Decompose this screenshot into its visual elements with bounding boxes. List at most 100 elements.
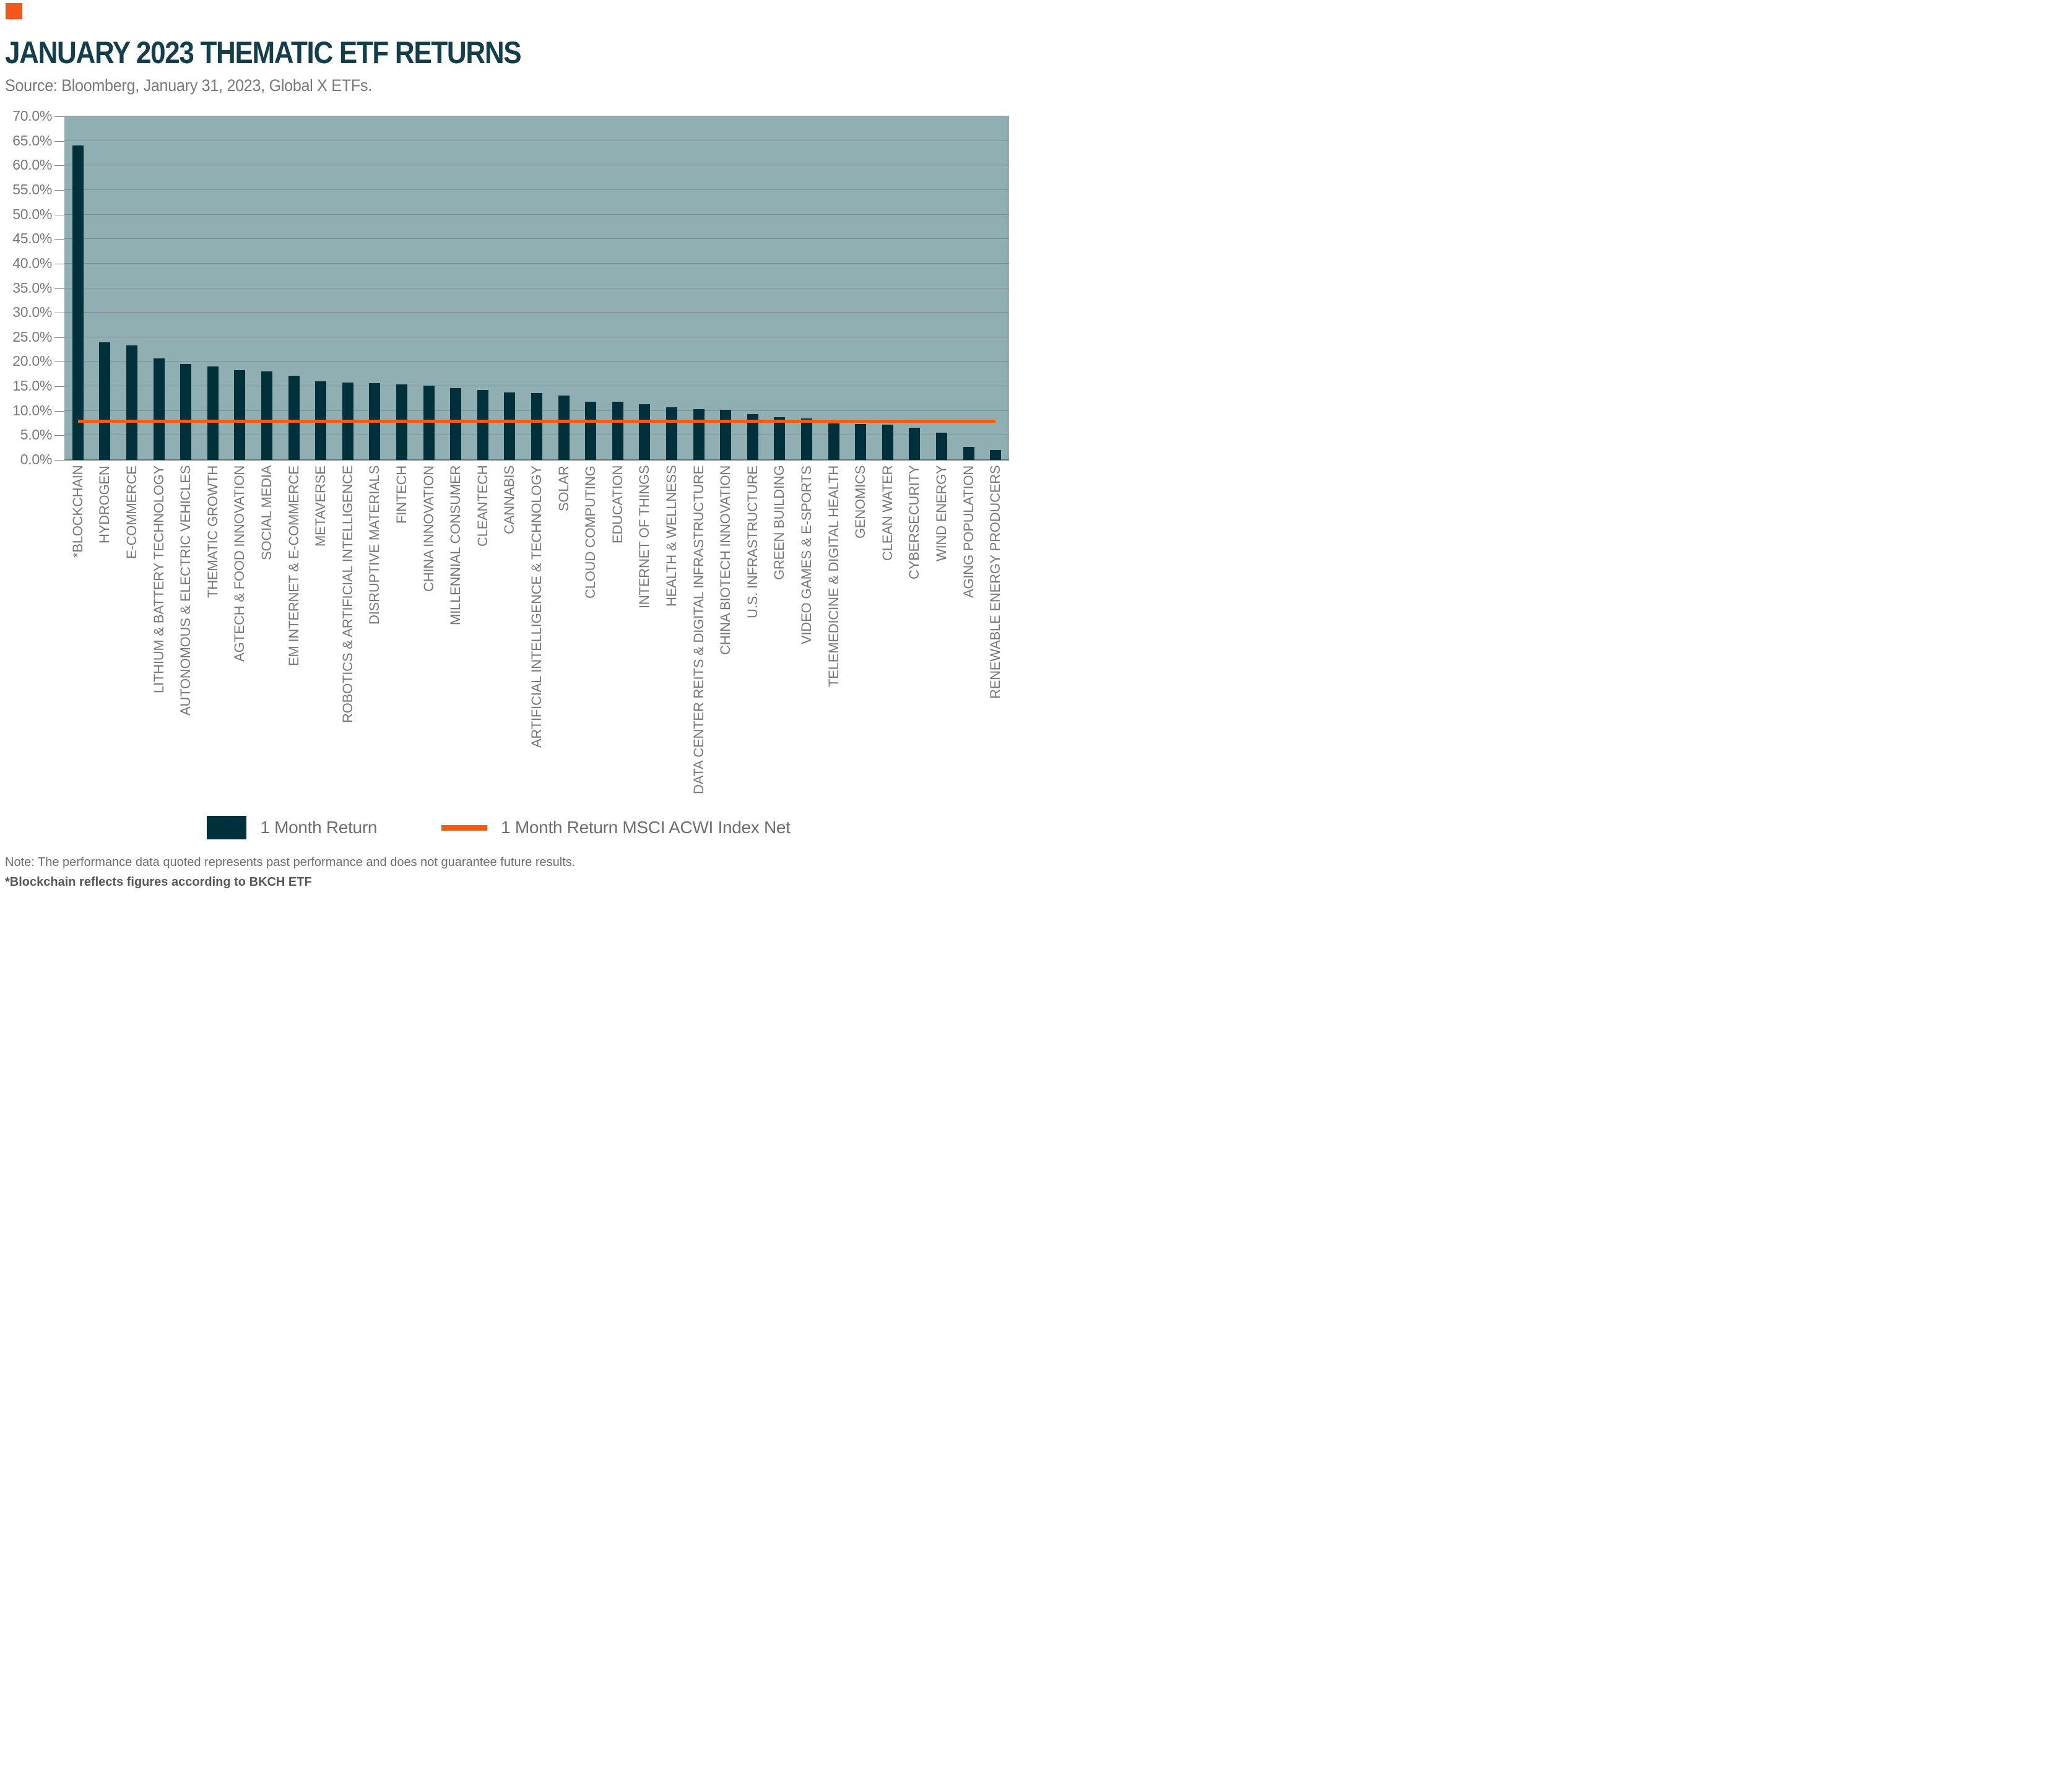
bar	[882, 424, 893, 460]
bar	[153, 358, 165, 460]
bar	[801, 418, 812, 460]
category-label: E-COMMERCE	[124, 465, 139, 559]
gridline	[64, 214, 1009, 215]
gridline	[64, 238, 1009, 240]
category-label: CLEAN WATER	[879, 465, 895, 561]
bar	[990, 450, 1002, 460]
bar	[180, 363, 192, 460]
y-tick-label: 65.0%	[12, 132, 52, 149]
category-label: ARTIFICIAL INTELLIGENCE & TECHNOLOGY	[529, 465, 544, 748]
note-line-2: *Blockchain reflects figures according t…	[5, 875, 312, 889]
category-label: HYDROGEN	[97, 465, 113, 543]
category-label: INTERNET OF THINGS	[636, 465, 653, 609]
bar	[288, 375, 300, 460]
source-line: Source: Bloomberg, January 31, 2023, Glo…	[5, 76, 372, 95]
category-label: AUTONOMOUS & ELECTRIC VEHICLES	[178, 465, 194, 716]
y-tick-mark	[54, 337, 64, 338]
y-tick-label: 0.0%	[20, 451, 53, 467]
bar	[72, 145, 84, 460]
bar	[774, 417, 786, 460]
legend-line-label: 1 Month Return MSCI ACWI Index Net	[501, 818, 791, 837]
bar	[126, 345, 137, 460]
bar	[207, 366, 219, 460]
y-tick-label: 25.0%	[12, 328, 52, 345]
bar	[234, 370, 246, 460]
y-tick-mark	[54, 460, 64, 461]
y-tick-label: 70.0%	[12, 108, 52, 124]
category-label: CLOUD COMPUTING	[583, 465, 599, 599]
bar	[693, 409, 705, 460]
category-label: METAVERSE	[313, 465, 329, 547]
category-label: SOCIAL MEDIA	[259, 465, 274, 561]
bar	[936, 433, 947, 460]
bar	[666, 407, 677, 460]
bar	[639, 404, 651, 460]
category-label: WIND ENERGY	[934, 465, 949, 562]
category-label: RENEWABLE ENERGY PRODUCERS	[987, 465, 1004, 699]
y-tick-mark	[54, 239, 64, 240]
page-title: JANUARY 2023 THEMATIC ETF RETURNS	[5, 35, 522, 70]
note-line-1: Note: The performance data quoted repres…	[5, 855, 576, 869]
category-label: *BLOCKCHAIN	[69, 465, 85, 558]
category-label: FINTECH	[394, 465, 409, 524]
bar	[585, 401, 597, 460]
gridline	[64, 312, 1009, 313]
y-tick-label: 40.0%	[12, 254, 52, 271]
category-label: ROBOTICS & ARTIFICIAL INTELLIGENCE	[339, 465, 355, 724]
bar	[531, 393, 542, 460]
category-label: AGTECH & FOOD INNOVATION	[232, 465, 248, 662]
y-tick-label: 15.0%	[12, 378, 52, 394]
bar	[828, 423, 839, 460]
y-tick-label: 50.0%	[12, 206, 52, 222]
y-tick-label: 30.0%	[12, 304, 52, 321]
category-label: CHINA INNOVATION	[420, 465, 436, 592]
category-label: AGING POPULATION	[960, 465, 976, 598]
category-label: EDUCATION	[609, 465, 625, 544]
bar	[612, 402, 623, 460]
category-label: GENOMICS	[852, 465, 869, 539]
y-tick-mark	[54, 165, 64, 167]
bar	[747, 414, 758, 460]
category-label: CANNABIS	[501, 465, 518, 534]
bar	[423, 386, 435, 460]
bar	[720, 410, 732, 460]
legend-bar-label: 1 Month Return	[260, 818, 378, 837]
category-label: HEALTH & WELLNESS	[664, 465, 679, 607]
category-label: THEMATIC GROWTH	[204, 465, 220, 599]
bar	[99, 342, 111, 460]
category-label: LITHIUM & BATTERY TECHNOLOGY	[150, 465, 167, 694]
legend-bar-swatch	[207, 816, 247, 839]
category-label: TELEMEDICINE & DIGITAL HEALTH	[825, 465, 841, 688]
y-tick-mark	[54, 361, 64, 363]
category-label: VIDEO GAMES & E-SPORTS	[799, 465, 814, 644]
y-tick-label: 60.0%	[12, 157, 52, 173]
bar	[504, 392, 516, 460]
globalx-logo-square	[6, 3, 22, 19]
y-tick-label: 10.0%	[12, 402, 52, 418]
y-tick-mark	[54, 141, 64, 142]
bar	[963, 446, 974, 460]
gridline	[64, 262, 1009, 264]
bar	[450, 388, 462, 460]
category-label: MILLENNIAL CONSUMER	[448, 465, 464, 626]
category-label: CYBERSECURITY	[906, 465, 922, 580]
msci-acwi-index-line	[77, 419, 996, 423]
y-tick-mark	[54, 435, 64, 436]
category-label: GREEN BUILDING	[771, 465, 787, 581]
y-tick-mark	[54, 410, 64, 412]
bar	[855, 424, 867, 460]
category-label: EM INTERNET & E-COMMERCE	[285, 465, 301, 666]
y-tick-label: 55.0%	[12, 181, 52, 197]
y-tick-mark	[54, 116, 64, 117]
y-tick-label: 45.0%	[12, 230, 52, 247]
bar	[261, 371, 272, 460]
bar	[477, 389, 488, 460]
gridline	[64, 189, 1009, 190]
y-tick-mark	[54, 189, 64, 191]
y-tick-mark	[54, 386, 64, 387]
x-axis-line	[64, 459, 1009, 461]
category-label: CHINA BIOTECH INNOVATION	[718, 465, 734, 656]
y-tick-label: 5.0%	[20, 426, 53, 443]
legend: 1 Month Return 1 Month Return MSCI ACWI …	[0, 816, 1015, 839]
category-label: DATA CENTER REITS & DIGITAL INFRASTRUCTU…	[690, 465, 706, 795]
